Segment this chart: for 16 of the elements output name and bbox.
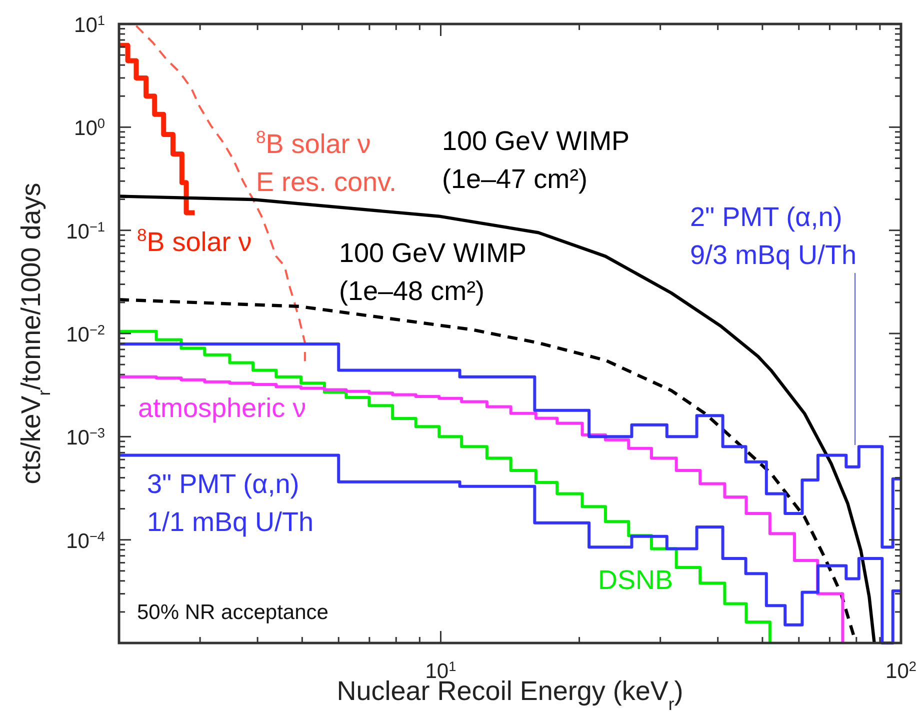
x-tick-label: 10$^{2}$ <box>886 658 916 683</box>
y-tick-label: 10$^{−4}$ <box>66 528 106 553</box>
y-tick-label: 10$^{0}$ <box>74 116 106 140</box>
series-label: atmospheric ν <box>138 393 306 423</box>
y-tick-label: 10$^{−3}$ <box>66 425 105 450</box>
series-label: DSNB <box>598 565 674 595</box>
y-tick-label: 10$^{−2}$ <box>66 322 105 346</box>
text: 2" PMT (α,n) 9/3 mBq U/Th <box>690 202 857 270</box>
annotation: 50% NR acceptance <box>137 601 328 624</box>
series-label: 100 GeV WIMP (1e–48 cm²) <box>339 238 527 306</box>
series-label: $^{8}$B solar ν E res. conv. <box>256 127 397 197</box>
series-label: 100 GeV WIMP (1e–47 cm²) <box>442 126 630 194</box>
y-tick-label: 10$^{−1}$ <box>66 218 105 244</box>
y-tick-label: 10$^{1}$ <box>74 12 105 37</box>
series-label: $^{8}$B solar ν <box>137 225 252 257</box>
series-label: 3" PMT (α,n) 1/1 mBq U/Th <box>147 469 314 537</box>
